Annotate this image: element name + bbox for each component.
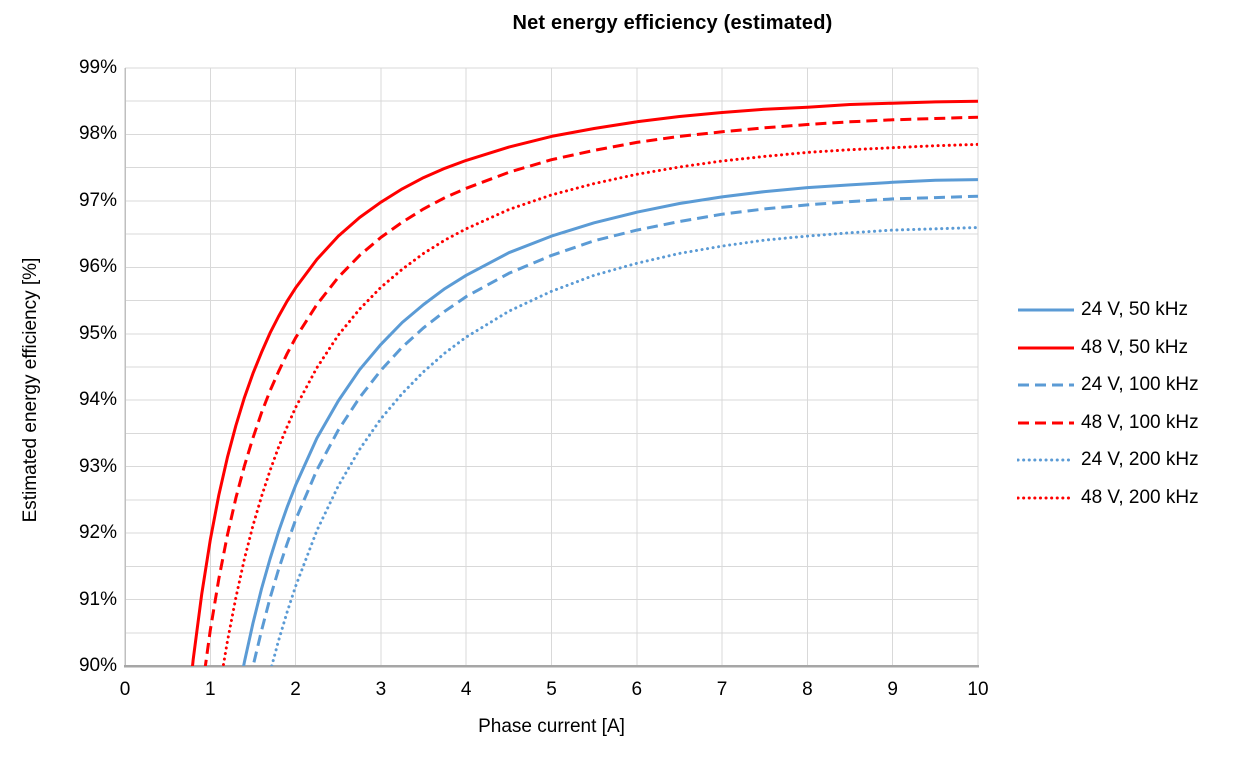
y-axis-tick-label: 92%	[78, 522, 117, 544]
y-axis-tick-label: 90%	[78, 655, 117, 676]
y-axis-tick-label: 95%	[78, 322, 117, 344]
legend-label: 24 V, 50 kHz	[1081, 299, 1189, 320]
legend-line-sample	[1018, 308, 1074, 312]
curve-48-v-200-khz	[221, 142, 978, 666]
y-axis-tick-label: 94%	[78, 389, 117, 411]
x-axis-title: Phase current [A]	[478, 716, 625, 737]
x-axis-tick-label: 7	[716, 679, 728, 700]
x-axis-tick-label: 5	[546, 679, 557, 700]
x-axis-tick-label: 1	[205, 679, 216, 700]
legend-line-sample	[1017, 458, 1075, 462]
x-axis-tick-label: 8	[802, 679, 813, 700]
legend-item-48-v-100-khz: 48 V, 100 kHz	[1017, 411, 1199, 435]
x-axis-tick-label: 2	[290, 679, 301, 700]
legend-line-sample	[1018, 346, 1074, 350]
x-axis-tick-label: 6	[631, 679, 643, 700]
y-axis-tick-label: 96%	[78, 256, 117, 278]
x-axis-tick-label: 9	[887, 679, 898, 700]
curve-24-v-50-khz	[242, 178, 978, 666]
legend-item-48-v-200-khz: 48 V, 200 kHz	[1017, 486, 1199, 510]
legend-label: 48 V, 200 kHz	[1081, 486, 1199, 508]
legend-item-24-v-200-khz: 24 V, 200 kHz	[1017, 448, 1199, 472]
legend-label: 48 V, 100 kHz	[1081, 411, 1199, 433]
x-axis-tick-label: 10	[967, 679, 989, 700]
y-axis-tick-label: 98%	[78, 123, 117, 145]
legend-item-24-v-50-khz: 24 V, 50 kHz	[1017, 298, 1199, 322]
x-axis-tick-label: 4	[460, 679, 472, 700]
x-axis-tick-label: 0	[119, 679, 131, 700]
legend: 24 V, 50 kHz 48 V, 50 kHz 24 V, 100 kHz 48 …	[1017, 298, 1199, 510]
legend-line-sample	[1018, 383, 1074, 387]
legend-label: 24 V, 100 kHz	[1081, 374, 1199, 396]
curve-48-v-50-khz	[191, 99, 978, 666]
legend-label: 48 V, 50 kHz	[1081, 336, 1189, 358]
y-axis-tick-label: 91%	[78, 588, 117, 610]
y-axis-title: Estimated energy efficiency [%]	[20, 257, 41, 523]
legend-item-24-v-100-khz: 24 V, 100 kHz	[1017, 373, 1199, 397]
y-axis-tick-label: 97%	[78, 189, 117, 211]
legend-label: 24 V, 200 kHz	[1081, 449, 1199, 471]
legend-line-sample	[1018, 421, 1074, 425]
chart-title: Net energy efficiency (estimated)	[512, 12, 833, 34]
legend-line-sample	[1017, 496, 1075, 500]
y-axis-tick-label: 93%	[78, 455, 117, 477]
legend-item-48-v-50-khz: 48 V, 50 kHz	[1017, 336, 1199, 360]
curve-24-v-200-khz	[270, 226, 978, 666]
y-axis-tick-label: 99%	[78, 57, 117, 78]
x-axis-tick-label: 3	[375, 679, 387, 700]
